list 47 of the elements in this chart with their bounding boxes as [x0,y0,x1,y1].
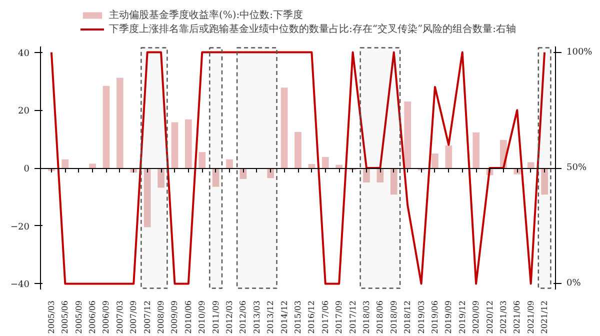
x-tick-label: 2017/06 [320,300,330,334]
x-tick-label: 2020/12 [485,300,494,334]
x-tick-label: 2017/12 [348,300,358,334]
x-tick-label: 2010/06 [184,300,193,334]
x-tick-label: 2012/06 [238,300,248,334]
x-tick-label: 2011/09 [211,300,220,334]
x-tick-label: 2019/06 [430,300,440,334]
x-tick-label: 2014/12 [280,300,289,334]
y2-tick-label: 100% [566,47,593,58]
x-tick-label: 2009/09 [170,300,180,334]
x-tick-label: 2008/09 [156,300,166,334]
x-tick-label: 2018/09 [389,300,398,334]
x-tick-label: 2007/12 [142,300,152,334]
y-tick-label: 0 [24,164,30,174]
x-tick-label: 2018/03 [362,300,371,334]
x-tick-label: 2006/09 [102,300,111,334]
y2-tick-label: 50% [566,163,587,173]
x-tick-label: 2016/12 [307,300,316,334]
y-tick-label: −40 [10,280,30,290]
x-tick-label: 2021/03 [498,300,508,334]
x-tick-label: 2007/03 [115,300,124,334]
x-tick-label: 2019/09 [444,300,454,334]
legend-label: 下季度上涨排名靠后或跑输基金业绩中位数的数量占比:存在“交叉传染”风险的组合数量:右轴 [109,22,516,36]
y2-tick-label: 0% [566,278,582,289]
x-tick-label: 2012/03 [225,300,234,334]
legend-label: 主动偏股基金季度收益率(%):中位数:下季度 [109,8,304,22]
x-tick-label: 2010/09 [198,300,207,334]
x-tick-label: 2019/12 [458,300,467,334]
x-tick-label: 2021/06 [512,300,522,334]
x-tick-label: 2013/03 [252,300,262,334]
x-tick-label: 2021/09 [526,300,536,334]
y-tick-label: −20 [10,222,30,232]
y-tick-label: 40 [18,48,30,59]
x-tick-label: 2005/06 [60,300,70,334]
x-tick-label: 2020/09 [472,300,481,334]
x-tick-label: 2006/06 [88,300,98,334]
x-tick-label: 2018/06 [376,300,385,334]
y-tick-label: 20 [18,106,30,117]
x-tick-label: 2018/12 [403,300,412,334]
x-tick-label: 2015/03 [294,300,302,334]
x-tick-label: 2013/12 [266,300,276,334]
x-tick-label: 2005/03 [46,300,56,334]
x-tick-label: 2017/09 [334,300,344,334]
x-tick-label: 2019/03 [416,300,426,334]
x-tick-label: 2005/09 [74,300,84,334]
x-tick-label: 2021/12 [540,300,550,334]
x-tick-label: 2007/09 [129,300,138,334]
